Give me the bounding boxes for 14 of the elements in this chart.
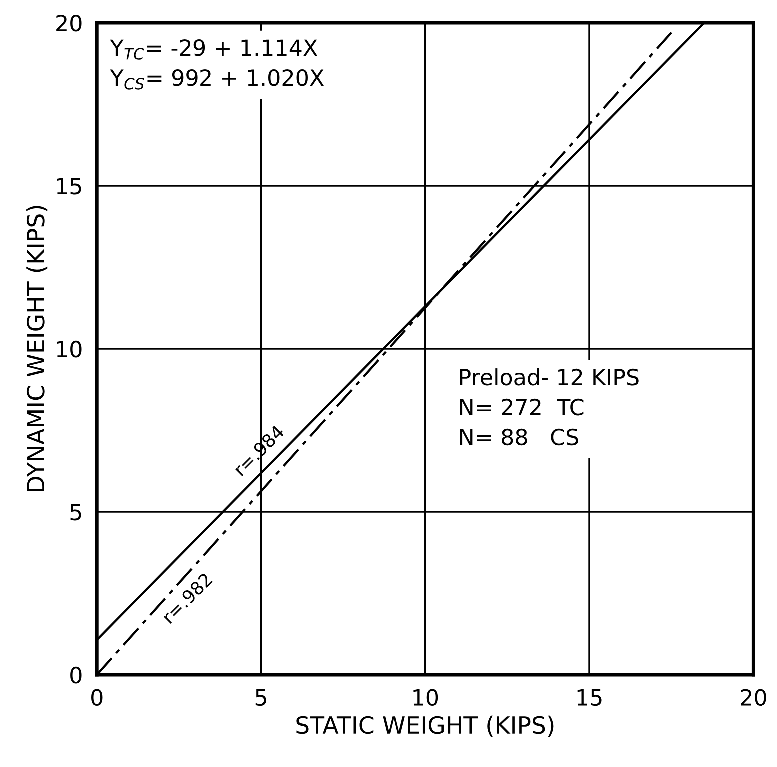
y-tick-label: 10 <box>57 340 82 358</box>
x-tick-label: 5 <box>256 690 266 706</box>
annotation: Preload- 12 KIPS N= 272 TC N= 88 CS <box>460 368 639 446</box>
y-tick-label: 0 <box>70 666 82 684</box>
y-tick-label: 20 <box>56 14 82 32</box>
x-tick-label: 20 <box>741 689 766 706</box>
x-tick-label: 10 <box>414 689 438 706</box>
y-tick-label: 15 <box>57 178 82 195</box>
text: Y$_{TC}$= -29 + 1.114X Y$_{CS}$= 992 + 1.020X <box>110 40 324 90</box>
y-tick-label: 5 <box>70 504 82 521</box>
x-tick-label: 0 <box>92 689 103 706</box>
x-tick-label: 15 <box>578 690 602 706</box>
y-axis-title: DYNAMIC WEIGHT (KIPS) <box>26 206 48 492</box>
x-axis-title: STATIC WEIGHT (KIPS) <box>296 716 554 737</box>
